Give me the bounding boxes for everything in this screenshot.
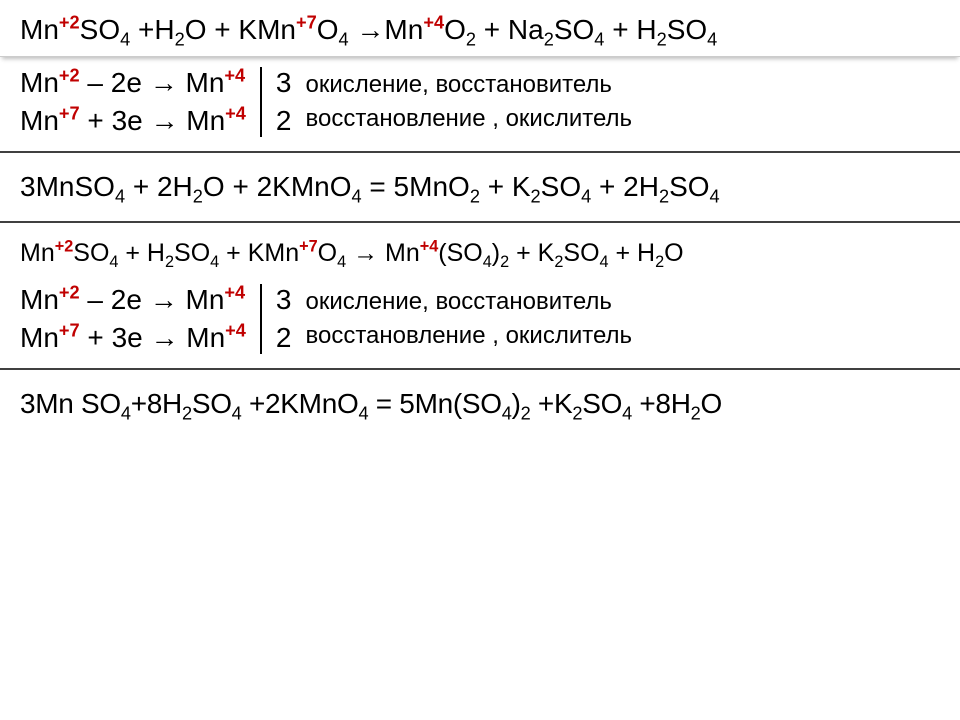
multiplier-1b: 2 xyxy=(276,105,292,137)
half-reaction-2a: Mn+2 – 2e → Mn+4 xyxy=(20,284,246,316)
process-label-1b: восстановление , окислитель xyxy=(306,105,633,133)
balanced-equation-2: 3Mn SO4+8H2SO4 +2KMnO4 = 5Mn(SO4)2 +K2SO… xyxy=(0,370,960,438)
half-reaction-1b: Mn+7 + 3e → Mn+4 xyxy=(20,105,246,137)
half-reactions-2: Mn+2 – 2e → Mn+4 Mn+7 + 3e → Mn+4 3 2 ок… xyxy=(0,274,960,368)
process-label-2b: восстановление , окислитель xyxy=(306,322,633,350)
multiplier-2b: 2 xyxy=(276,322,292,354)
half-reactions-1: Mn+2 – 2e → Mn+4 Mn+7 + 3e → Mn+4 3 2 ок… xyxy=(0,57,960,151)
process-label-1a: окисление, восстановитель xyxy=(306,71,633,99)
multiplier-2a: 3 xyxy=(276,284,292,316)
chemistry-slide: Mn+2SO4 +H2O + KMn+7O4 →Mn+4O2 + Na2SO4 … xyxy=(0,0,960,720)
half-reaction-2b: Mn+7 + 3e → Mn+4 xyxy=(20,322,246,354)
balanced-equation-1: 3MnSO4 + 2H2O + 2KMnO4 = 5MnO2 + K2SO4 +… xyxy=(0,153,960,221)
equation-2: Mn+2SO4 + H2SO4 + KMn+7O4 → Mn+4(SO4)2 +… xyxy=(0,223,960,274)
multiplier-1a: 3 xyxy=(276,67,292,99)
half-reaction-1a: Mn+2 – 2e → Mn+4 xyxy=(20,67,246,99)
equation-1: Mn+2SO4 +H2O + KMn+7O4 →Mn+4O2 + Na2SO4 … xyxy=(0,0,960,57)
process-label-2a: окисление, восстановитель xyxy=(306,288,633,316)
